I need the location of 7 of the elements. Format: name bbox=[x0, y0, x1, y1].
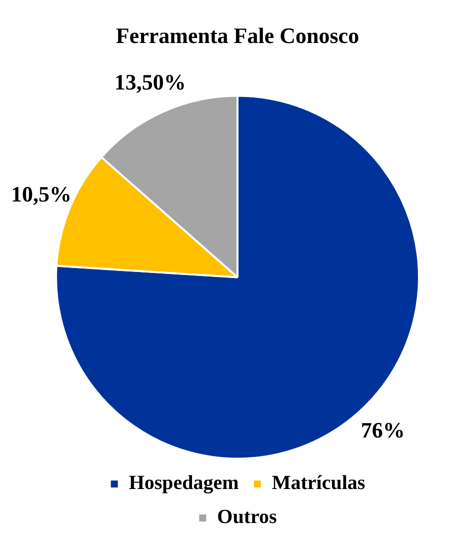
data-label: 13,50% bbox=[114, 69, 186, 94]
legend-label: Outros bbox=[217, 506, 278, 528]
legend-label: Matrículas bbox=[272, 472, 366, 494]
legend-label: Hospedagem bbox=[128, 472, 240, 494]
data-label: 10,5% bbox=[11, 182, 72, 207]
chart-title: Ferramenta Fale Conosco bbox=[116, 22, 360, 48]
data-label: 76% bbox=[360, 418, 405, 443]
